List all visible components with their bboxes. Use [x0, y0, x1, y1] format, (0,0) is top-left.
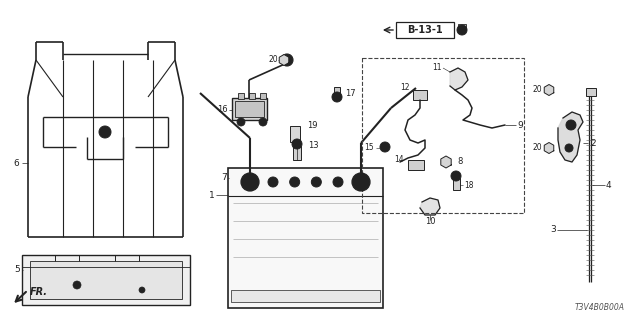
Bar — [231, 290, 380, 302]
Bar — [290, 126, 300, 142]
Bar — [586, 88, 596, 96]
Circle shape — [444, 159, 449, 164]
Bar — [334, 87, 340, 97]
Text: 14: 14 — [394, 156, 404, 164]
Bar — [362, 58, 524, 213]
Polygon shape — [279, 54, 289, 66]
Text: 15: 15 — [364, 143, 374, 153]
Circle shape — [352, 173, 370, 191]
Bar — [453, 178, 460, 190]
Bar — [458, 24, 466, 30]
Text: 1: 1 — [209, 190, 215, 199]
Polygon shape — [420, 198, 440, 215]
Circle shape — [237, 118, 245, 126]
Text: 7: 7 — [221, 173, 227, 182]
Text: 20: 20 — [268, 55, 278, 65]
Bar — [232, 98, 267, 120]
Text: 2: 2 — [590, 139, 596, 148]
Text: 4: 4 — [606, 180, 612, 189]
Circle shape — [547, 88, 551, 92]
Text: 3: 3 — [550, 226, 556, 235]
Circle shape — [333, 177, 343, 187]
Circle shape — [380, 142, 390, 152]
Circle shape — [547, 146, 551, 150]
Text: T3V4B0B00A: T3V4B0B00A — [575, 303, 625, 312]
Bar — [235, 101, 264, 117]
Bar — [260, 93, 266, 99]
Circle shape — [332, 92, 342, 102]
Bar — [293, 146, 301, 160]
Circle shape — [457, 25, 467, 35]
Text: 6: 6 — [13, 158, 19, 167]
Text: 18: 18 — [464, 180, 474, 189]
Text: 9: 9 — [517, 121, 523, 130]
Text: 16: 16 — [218, 106, 228, 115]
Circle shape — [566, 120, 576, 130]
Polygon shape — [558, 112, 583, 162]
Bar — [249, 93, 255, 99]
Bar — [396, 22, 454, 38]
Text: 20: 20 — [532, 143, 542, 153]
Circle shape — [259, 118, 267, 126]
Text: 13: 13 — [308, 141, 319, 150]
Polygon shape — [450, 68, 468, 90]
Text: 20: 20 — [532, 85, 542, 94]
Circle shape — [565, 144, 573, 152]
Polygon shape — [441, 156, 451, 168]
Circle shape — [311, 177, 321, 187]
Circle shape — [292, 139, 302, 149]
Bar — [238, 93, 244, 99]
Circle shape — [241, 173, 259, 191]
Bar — [22, 255, 190, 305]
Bar — [413, 90, 427, 100]
Circle shape — [383, 145, 387, 149]
Text: 19: 19 — [307, 122, 317, 131]
Circle shape — [139, 287, 145, 293]
Text: 5: 5 — [14, 266, 20, 275]
Text: 12: 12 — [401, 84, 410, 92]
Circle shape — [357, 178, 365, 186]
Bar — [30, 261, 182, 299]
Text: 8: 8 — [457, 157, 462, 166]
Circle shape — [290, 177, 300, 187]
Text: 11: 11 — [433, 63, 442, 73]
Circle shape — [73, 281, 81, 289]
Polygon shape — [544, 84, 554, 95]
Circle shape — [282, 58, 286, 62]
Text: FR.: FR. — [30, 287, 48, 297]
Bar — [228, 168, 383, 308]
Text: B-13-1: B-13-1 — [407, 25, 443, 35]
Circle shape — [268, 177, 278, 187]
Circle shape — [99, 126, 111, 138]
Circle shape — [246, 178, 254, 186]
Polygon shape — [544, 142, 554, 154]
Bar — [408, 160, 424, 170]
Text: 17: 17 — [345, 89, 356, 98]
Circle shape — [281, 54, 293, 66]
Circle shape — [451, 171, 461, 181]
Text: 10: 10 — [425, 218, 435, 227]
